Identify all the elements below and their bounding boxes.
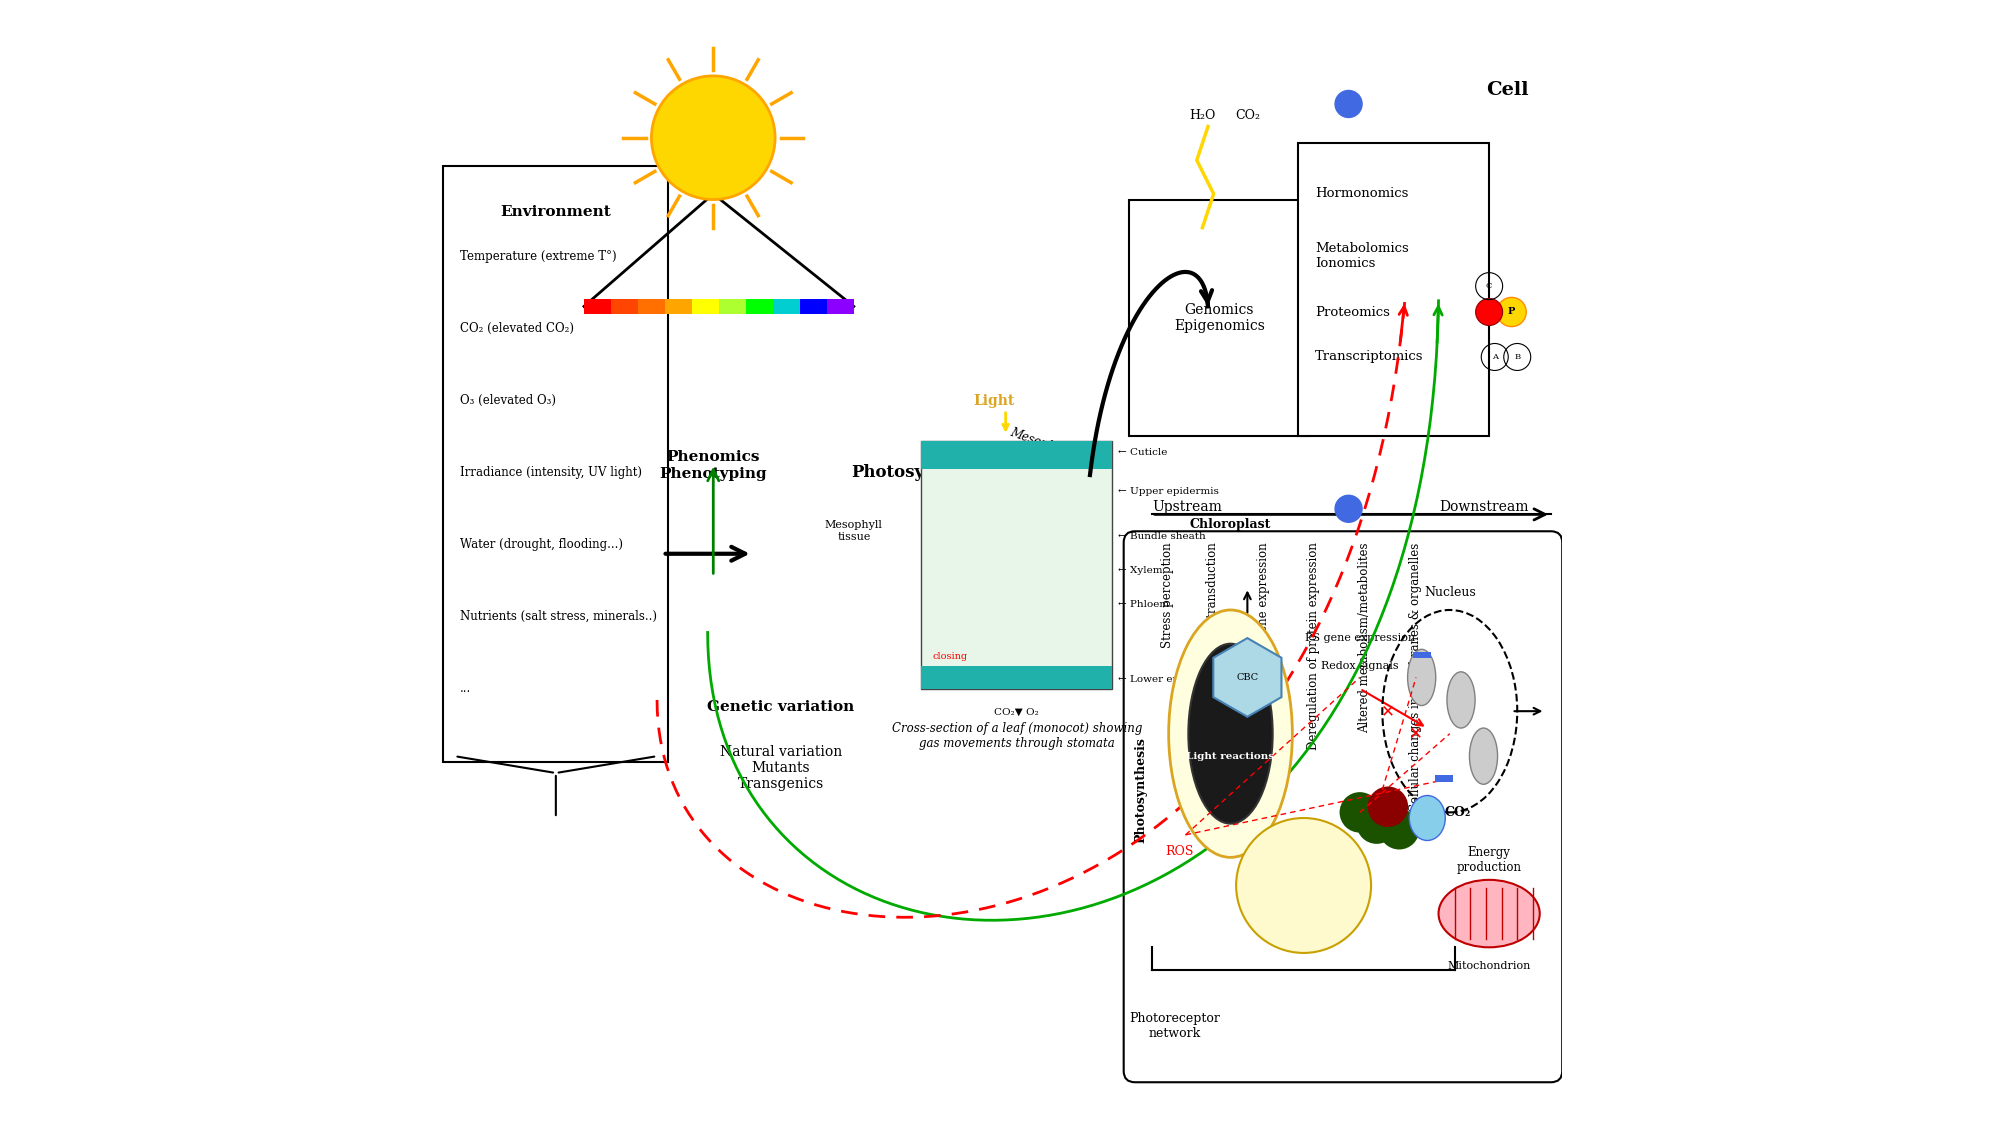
Text: Irradiance (intensity, UV light): Irradiance (intensity, UV light) [460, 466, 642, 479]
Text: Nutrients (salt stress, minerals..): Nutrients (salt stress, minerals..) [460, 610, 658, 623]
Text: CO₂▼ O₂: CO₂▼ O₂ [994, 707, 1040, 716]
Text: Water (drought, flooding...): Water (drought, flooding...) [460, 538, 624, 551]
Text: Nucleus: Nucleus [1424, 585, 1476, 599]
Text: closing: closing [932, 652, 968, 661]
Text: ✕: ✕ [1410, 724, 1422, 742]
Text: ← Phloem: ← Phloem [1118, 600, 1170, 609]
Text: Light reactions: Light reactions [1186, 751, 1274, 760]
Circle shape [652, 76, 776, 200]
FancyBboxPatch shape [800, 299, 826, 314]
Ellipse shape [1236, 818, 1372, 953]
Circle shape [1340, 792, 1380, 833]
Circle shape [1476, 298, 1502, 325]
Text: Deregulation of protein expression: Deregulation of protein expression [1308, 542, 1320, 750]
Circle shape [1356, 803, 1396, 844]
Circle shape [1336, 495, 1362, 522]
Ellipse shape [1410, 796, 1446, 841]
FancyBboxPatch shape [922, 667, 1112, 688]
FancyBboxPatch shape [1130, 200, 1310, 436]
Text: Mesophyll
tissue: Mesophyll tissue [824, 521, 882, 542]
Text: Cellular changes in membranes & organelles: Cellular changes in membranes & organell… [1408, 542, 1422, 811]
Ellipse shape [1446, 672, 1476, 728]
Text: Cross-section of a leaf (monocot) showing
gas movements through stomata: Cross-section of a leaf (monocot) showin… [892, 722, 1142, 750]
Circle shape [1378, 809, 1420, 850]
Text: Upstream: Upstream [1152, 501, 1222, 514]
Text: Genetic variation: Genetic variation [708, 699, 854, 714]
Text: P: P [1508, 307, 1516, 316]
Text: Genomics
Epigenomics: Genomics Epigenomics [1174, 303, 1264, 332]
Text: Mitochondrion: Mitochondrion [1448, 960, 1530, 971]
Text: A: A [1492, 353, 1498, 360]
FancyBboxPatch shape [444, 166, 668, 762]
Circle shape [1368, 786, 1408, 827]
Text: ↑Stomata: ↑Stomata [994, 675, 1044, 683]
Text: Transcriptomics: Transcriptomics [1314, 350, 1424, 364]
Text: Downstream: Downstream [1438, 501, 1528, 514]
Ellipse shape [1188, 644, 1272, 824]
Text: opening: opening [932, 669, 972, 678]
Text: Redox signals: Redox signals [1322, 661, 1398, 671]
Text: Mesophyll cell: Mesophyll cell [1008, 426, 1094, 468]
FancyBboxPatch shape [772, 299, 800, 314]
FancyBboxPatch shape [826, 299, 854, 314]
FancyBboxPatch shape [1124, 531, 1562, 1083]
Ellipse shape [1470, 728, 1498, 784]
FancyBboxPatch shape [1298, 144, 1490, 436]
Text: H₂O: H₂O [1190, 108, 1216, 122]
Text: Temperature (extreme T°): Temperature (extreme T°) [460, 250, 616, 263]
Text: C: C [1486, 282, 1492, 290]
Text: ← Bundle sheath: ← Bundle sheath [1118, 532, 1206, 541]
Circle shape [1498, 297, 1526, 327]
Text: ← Lower epidermis: ← Lower epidermis [1118, 676, 1218, 684]
Text: CO₂: CO₂ [1444, 806, 1470, 819]
Text: ← Xylem: ← Xylem [1118, 566, 1162, 575]
Text: Energy
production: Energy production [1456, 846, 1522, 875]
Text: O₃ (elevated O₃): O₃ (elevated O₃) [460, 394, 556, 407]
Ellipse shape [1438, 880, 1540, 947]
Text: Chloroplast: Chloroplast [1190, 519, 1272, 531]
Circle shape [1336, 90, 1362, 118]
FancyBboxPatch shape [664, 299, 692, 314]
Text: Hormonomics: Hormonomics [1314, 188, 1408, 200]
Bar [1412, 652, 1430, 659]
Text: Altered metabolism/metabolites: Altered metabolism/metabolites [1358, 542, 1372, 733]
Text: B: B [1514, 353, 1520, 360]
Text: ← Cuticle: ← Cuticle [1118, 449, 1168, 457]
FancyBboxPatch shape [638, 299, 664, 314]
Text: CO₂: CO₂ [1234, 108, 1260, 122]
Text: CBC: CBC [1236, 673, 1258, 681]
FancyBboxPatch shape [718, 299, 746, 314]
Text: Metabolomics
Ionomics: Metabolomics Ionomics [1314, 242, 1408, 270]
Text: Photosynthesis: Photosynthesis [1134, 737, 1148, 843]
Ellipse shape [1408, 650, 1436, 705]
Text: CH₂O: CH₂O [1230, 694, 1266, 706]
Ellipse shape [1168, 610, 1292, 858]
Text: Vacuole: Vacuole [1278, 879, 1328, 892]
Text: Deregulation of gene expression: Deregulation of gene expression [1256, 542, 1270, 736]
Text: Stress perception: Stress perception [1162, 542, 1174, 649]
Text: Cell: Cell [1486, 81, 1528, 99]
Text: Natural variation
Mutants
Transgenics: Natural variation Mutants Transgenics [720, 745, 842, 791]
Text: Photosynthesis: Photosynthesis [850, 463, 992, 480]
Text: Light: Light [974, 393, 1016, 408]
Text: O₂: O₂ [1172, 694, 1188, 706]
FancyBboxPatch shape [922, 442, 1112, 688]
Text: Signal transduction: Signal transduction [1206, 542, 1220, 659]
Text: Phenomics
Phenotyping: Phenomics Phenotyping [660, 451, 768, 480]
FancyBboxPatch shape [692, 299, 718, 314]
FancyBboxPatch shape [922, 442, 1112, 469]
FancyBboxPatch shape [746, 299, 772, 314]
Text: Proteomics: Proteomics [1314, 305, 1390, 319]
Bar [1436, 775, 1454, 782]
Text: Environment: Environment [500, 206, 612, 219]
Text: ...: ... [460, 681, 472, 695]
Text: PS gene expression: PS gene expression [1304, 633, 1414, 643]
FancyBboxPatch shape [584, 299, 610, 314]
FancyBboxPatch shape [610, 299, 638, 314]
Text: CO₂ (elevated CO₂): CO₂ (elevated CO₂) [460, 322, 574, 336]
Text: Photoreceptor
network: Photoreceptor network [1128, 1012, 1220, 1040]
Text: ✕: ✕ [1380, 702, 1394, 720]
Text: ← Upper epidermis: ← Upper epidermis [1118, 487, 1218, 496]
Text: ROS: ROS [1166, 845, 1194, 858]
